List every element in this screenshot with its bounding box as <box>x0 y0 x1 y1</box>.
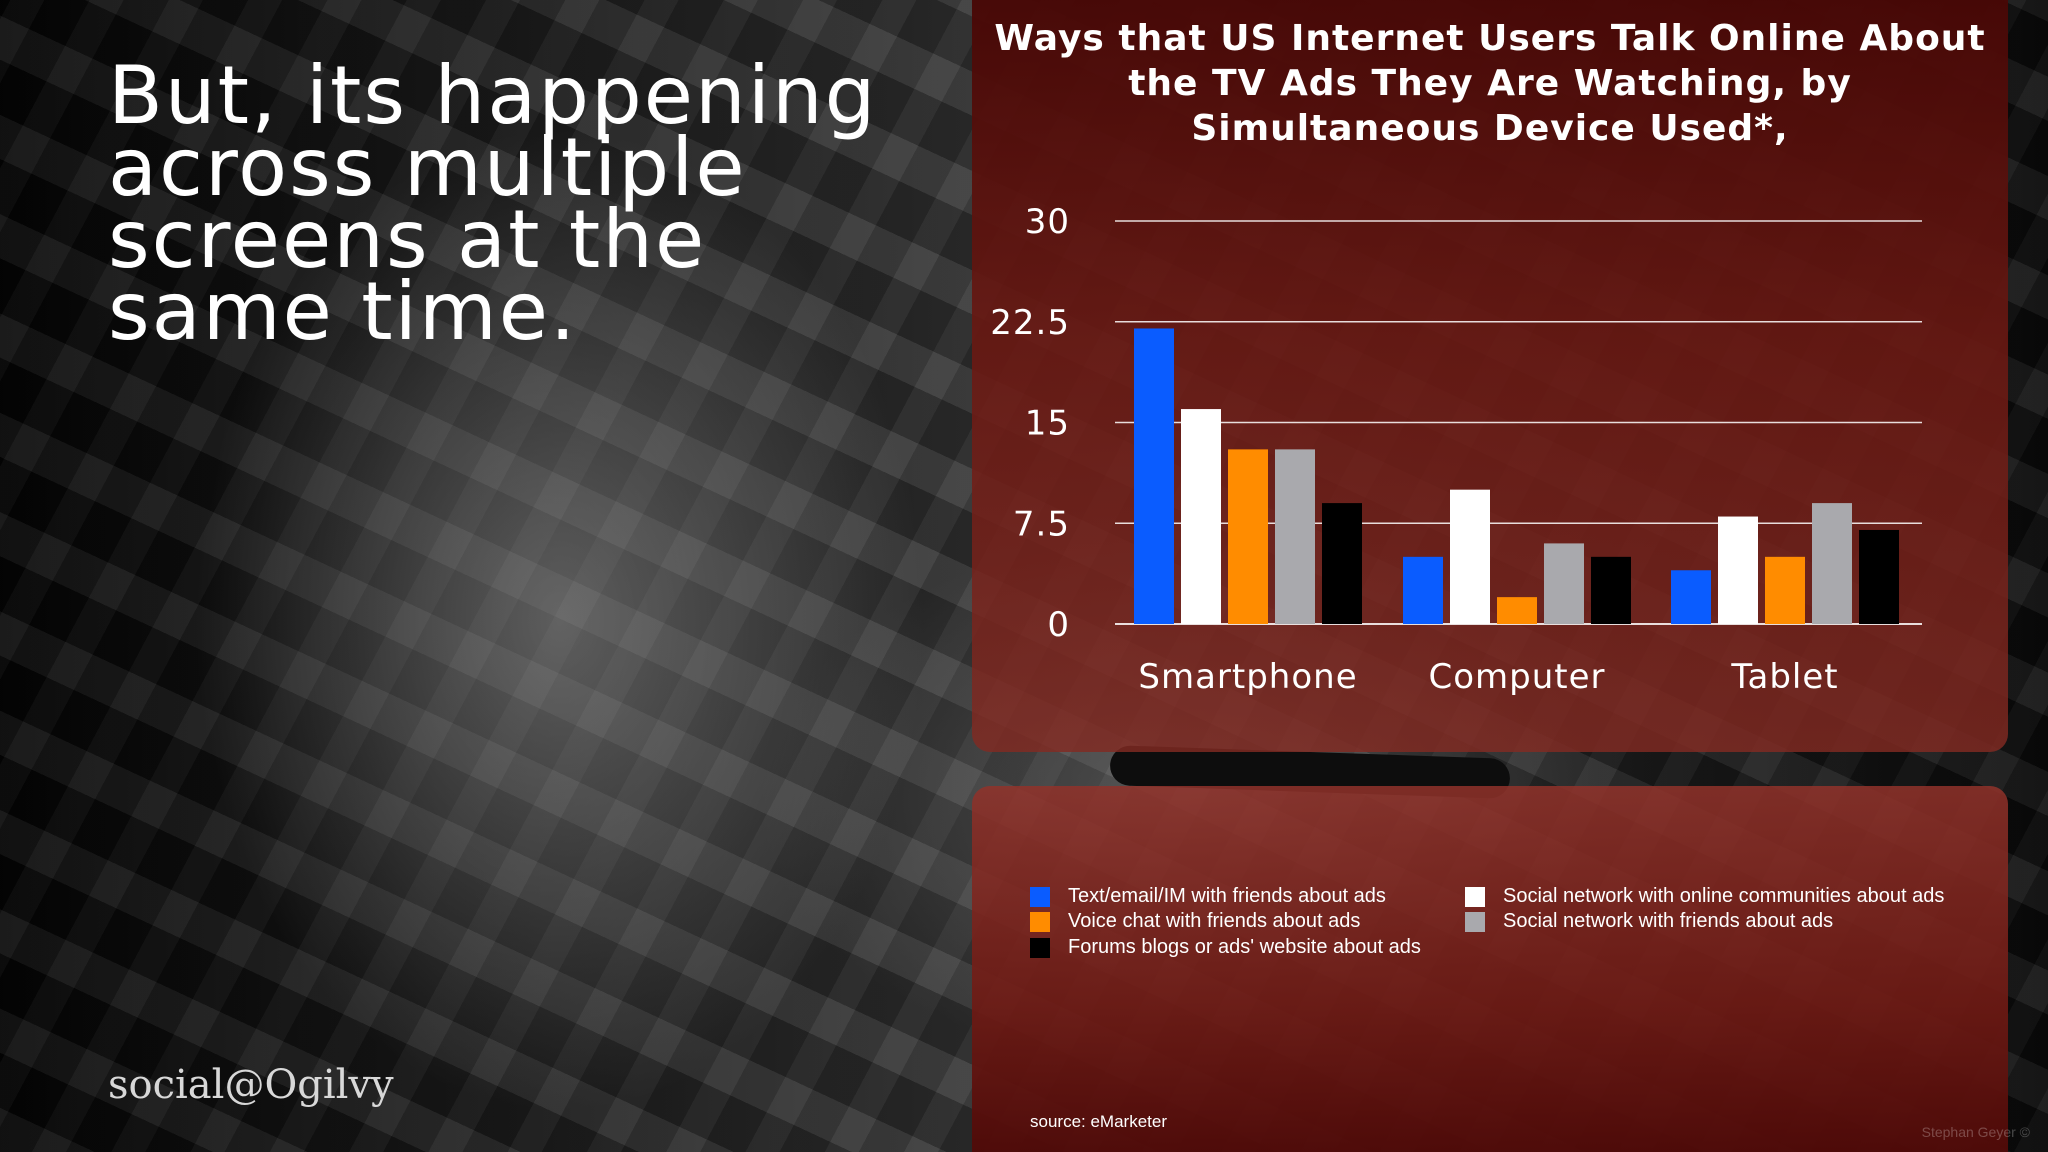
legend-panel <box>972 786 2008 1152</box>
bar <box>1497 597 1537 624</box>
source-note: source: eMarketer <box>1030 1112 1167 1131</box>
y-tick-label: 22.5 <box>990 303 1070 343</box>
legend-swatch <box>1465 886 1485 907</box>
brand-logo-text: social@Ogilvy <box>108 1062 394 1108</box>
legend-item: Social network with online communities a… <box>1465 885 1944 908</box>
bar <box>1859 529 1899 624</box>
y-tick-label: 7.5 <box>1013 504 1070 544</box>
bar <box>1591 556 1631 624</box>
bar <box>1544 543 1584 624</box>
y-tick-label: 30 <box>1025 202 1070 242</box>
legend-item: Forums blogs or ads' website about ads <box>1030 936 1421 959</box>
x-category-label: Smartphone <box>1138 657 1357 697</box>
legend-label: Social network with online communities a… <box>1503 885 1945 907</box>
legend-item: Social network with friends about ads <box>1465 910 1833 933</box>
y-tick-label: 15 <box>1025 404 1070 444</box>
legend-swatch <box>1030 911 1050 932</box>
chart-legend: Text/email/IM with friends about ads Voic… <box>1030 885 2010 995</box>
legend-item: Voice chat with friends about ads <box>1030 910 1360 933</box>
bar <box>1228 449 1268 624</box>
bar <box>1181 409 1221 624</box>
bar <box>1812 503 1852 624</box>
legend-item: Text/email/IM with friends about ads <box>1030 885 1386 908</box>
bar <box>1403 556 1443 624</box>
bar <box>1671 570 1711 624</box>
legend-label: Forums blogs or ads' website about ads <box>1068 936 1421 958</box>
bar <box>1275 449 1315 624</box>
y-tick-label: 0 <box>1047 605 1070 645</box>
bar <box>1450 489 1490 624</box>
bar <box>1322 503 1362 624</box>
bar <box>1765 556 1805 624</box>
bar <box>1718 516 1758 624</box>
legend-label: Voice chat with friends about ads <box>1068 910 1361 932</box>
chart-title: Ways that US Internet Users Talk Online … <box>994 18 1986 149</box>
legend-swatch <box>1030 886 1050 907</box>
x-category-label: Computer <box>1428 657 1605 697</box>
legend-label: Text/email/IM with friends about ads <box>1068 885 1386 907</box>
legend-swatch <box>1465 911 1485 932</box>
legend-label: Social network with friends about ads <box>1503 910 1834 932</box>
photo-credit: Stephan Geyer © <box>1921 1124 2030 1140</box>
x-category-label: Tablet <box>1730 657 1838 697</box>
legend-swatch <box>1030 937 1050 958</box>
slide-headline: But, its happening across multiple scree… <box>108 49 878 358</box>
bar <box>1134 328 1174 624</box>
